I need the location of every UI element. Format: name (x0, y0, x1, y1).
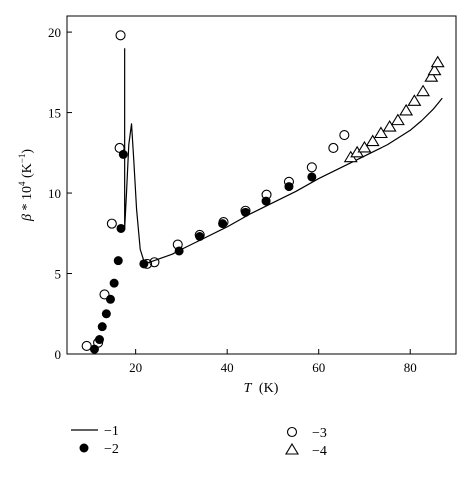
series-3-point (149, 257, 160, 268)
series-4-point (382, 119, 397, 132)
y-axis-exponent: 4 (17, 181, 27, 186)
series-3-point (142, 258, 153, 269)
series-3-point (240, 205, 251, 216)
series-3-point (172, 239, 183, 250)
data-layer (81, 30, 445, 354)
y-axis-unit: (K (20, 163, 35, 181)
series-2-point (109, 278, 119, 288)
y-tick-label: 10 (48, 186, 61, 201)
y-axis-title: β * 104 (K−1) (17, 149, 35, 222)
series-2-point (139, 259, 149, 269)
legend: −1 −2 −3 −4 (71, 424, 327, 459)
series-4-point (407, 94, 422, 106)
series-3-point (339, 130, 350, 141)
x-axis-unit: (K) (259, 381, 279, 396)
legend-marker-series-3 (286, 426, 298, 438)
legend-label-series-1: −1 (104, 424, 119, 439)
series-3-point (261, 189, 272, 200)
y-axis-unit-exponent: −1 (17, 154, 27, 164)
y-tick-label: 15 (48, 106, 61, 121)
series-4-point (390, 113, 405, 126)
series-4-point (416, 84, 431, 97)
y-axis-multiplier: * 10 (20, 186, 35, 214)
plot-frame (66, 15, 457, 355)
x-axis-title: T (K) (244, 381, 279, 396)
series-2-point (113, 256, 123, 266)
legend-marker-series-4 (285, 442, 299, 455)
series-4-point (399, 103, 414, 116)
series-3-point (115, 30, 126, 41)
y-tick-label: 20 (48, 25, 61, 40)
y-axis-unit-close: ) (20, 149, 35, 154)
x-axis-variable: T (244, 381, 253, 396)
series-4-point (373, 126, 388, 139)
series-3-point (218, 216, 229, 228)
series-2-point (116, 223, 126, 233)
series-3-point (306, 162, 317, 173)
series-2-point (97, 322, 107, 332)
series-3-point (283, 176, 295, 187)
series-2-point (94, 335, 104, 345)
series-2-point (101, 309, 111, 319)
series-4-point (427, 63, 442, 76)
axes-ticks: 20 40 60 80 0 5 10 15 20 (48, 25, 417, 375)
series-3-point (194, 229, 205, 240)
legend-label-series-4: −4 (312, 444, 327, 459)
legend-label-series-2: −2 (104, 442, 119, 457)
series-3-point (81, 340, 92, 352)
legend-marker-series-2 (79, 443, 89, 453)
series-3-point (114, 142, 125, 154)
y-tick-label: 0 (55, 347, 62, 362)
series-2-point (105, 294, 115, 304)
series-4-point (424, 70, 439, 82)
x-tick-label: 80 (404, 360, 417, 375)
x-tick-label: 60 (312, 360, 325, 375)
y-axis-variable: β (20, 214, 35, 222)
legend-label-series-3: −3 (312, 426, 327, 441)
series-3-point (99, 289, 110, 300)
series-2-point (174, 246, 184, 256)
series-3-point (106, 218, 117, 229)
series-4-point (357, 140, 372, 153)
y-tick-label: 5 (55, 267, 62, 282)
x-tick-label: 40 (221, 360, 234, 375)
series-3-point (93, 337, 104, 348)
series-4-point (430, 55, 445, 68)
x-tick-label: 20 (129, 360, 142, 375)
series-1-line (124, 48, 443, 265)
series-3-point (328, 142, 339, 154)
series-2-point (307, 172, 317, 182)
series-4-point (365, 134, 380, 147)
